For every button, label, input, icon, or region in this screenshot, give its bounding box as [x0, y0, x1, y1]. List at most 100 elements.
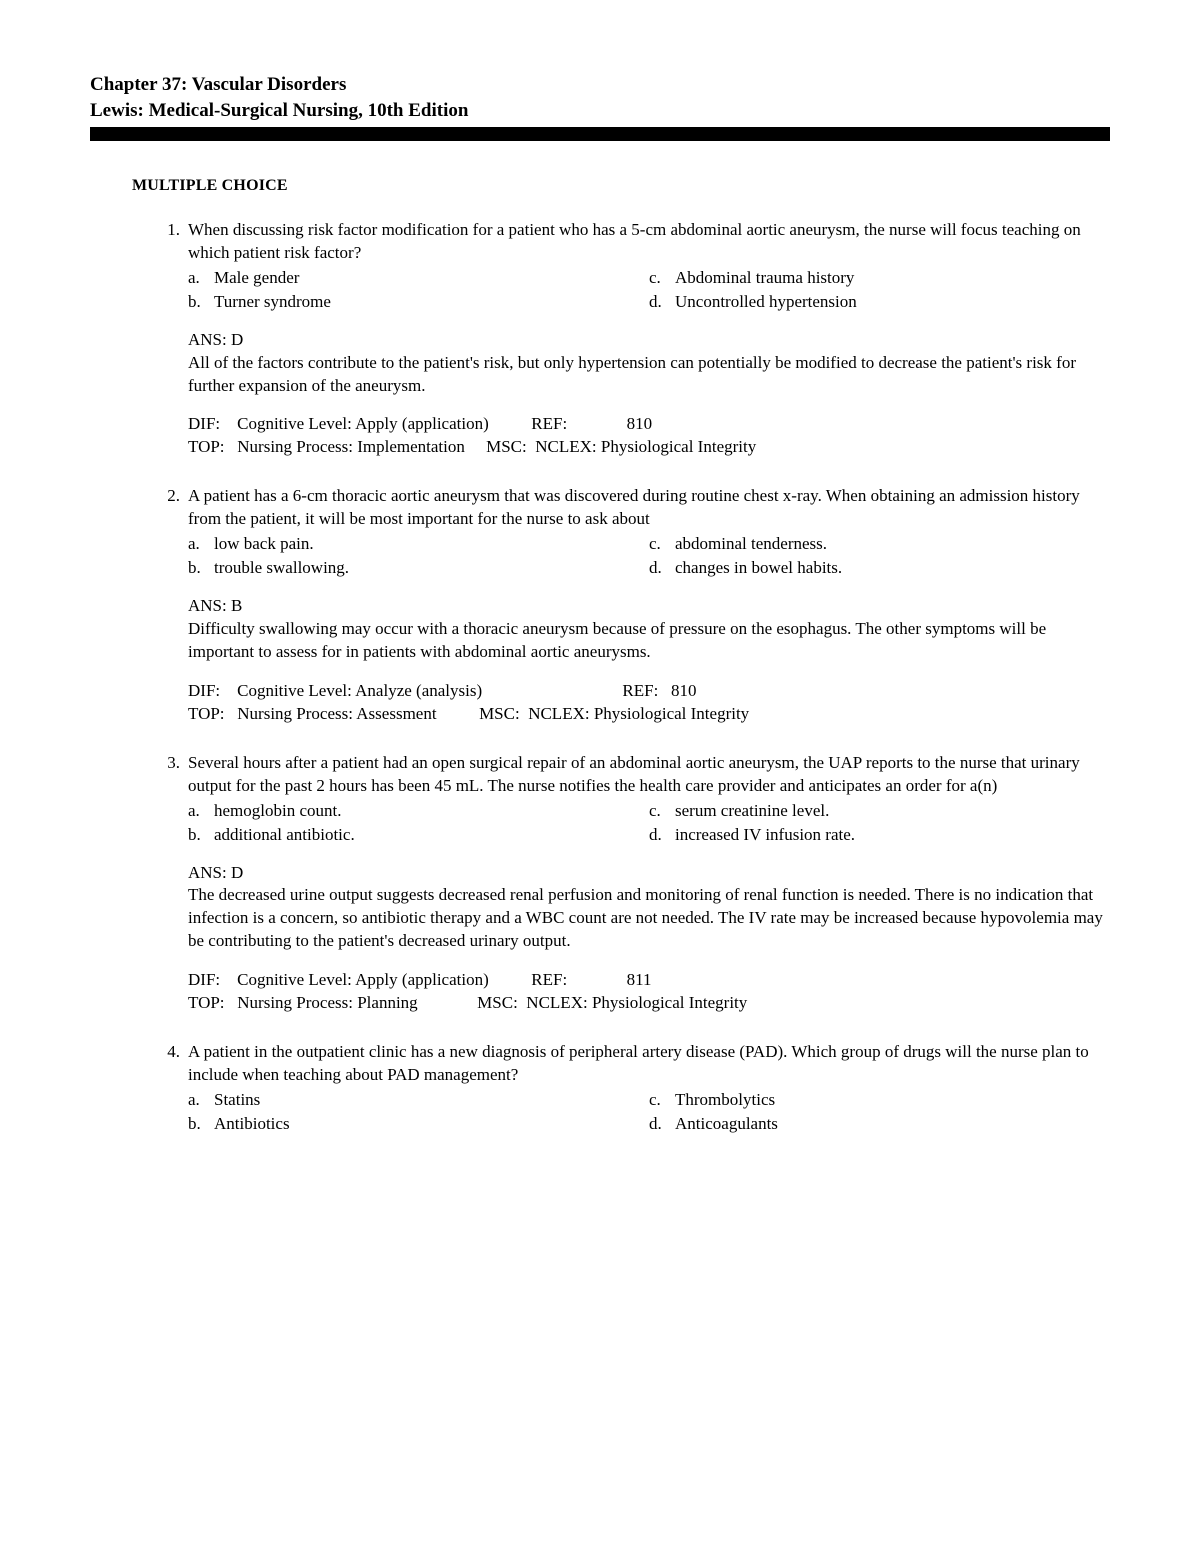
question-meta: DIF: Cognitive Level: Analyze (analysis)…: [188, 680, 1110, 726]
choice: b.additional antibiotic.: [188, 824, 649, 847]
meta-top: TOP: Nursing Process: Assessment: [188, 703, 437, 726]
question-meta: DIF: Cognitive Level: Apply (application…: [188, 413, 1110, 459]
choice-letter: d.: [649, 824, 675, 847]
question-body: A patient in the outpatient clinic has a…: [188, 1041, 1110, 1137]
choice-text: increased IV infusion rate.: [675, 824, 1110, 847]
choice: c.serum creatinine level.: [649, 800, 1110, 823]
meta-dif: DIF: Cognitive Level: Analyze (analysis): [188, 680, 482, 703]
meta-dif: DIF: Cognitive Level: Apply (application…: [188, 969, 489, 992]
question-body: Several hours after a patient had an ope…: [188, 752, 1110, 1015]
choice-letter: d.: [649, 557, 675, 580]
choice: c.Thrombolytics: [649, 1089, 1110, 1112]
chapter-title: Chapter 37: Vascular Disorders: [90, 72, 1110, 98]
choice-text: Statins: [214, 1089, 649, 1112]
choice-letter: d.: [649, 291, 675, 314]
question-stem: When discussing risk factor modification…: [188, 219, 1110, 265]
question-stem: Several hours after a patient had an ope…: [188, 752, 1110, 798]
choice-letter: a.: [188, 1089, 214, 1112]
choice-column-left: a.hemoglobin count.b.additional antibiot…: [188, 800, 649, 848]
choice-column-right: c.abdominal tenderness.d.changes in bowe…: [649, 533, 1110, 581]
question-row: 2.A patient has a 6-cm thoracic aortic a…: [160, 485, 1110, 725]
rationale: All of the factors contribute to the pat…: [188, 352, 1110, 398]
choice: c.abdominal tenderness.: [649, 533, 1110, 556]
choice-letter: a.: [188, 267, 214, 290]
choice-columns: a.hemoglobin count.b.additional antibiot…: [188, 800, 1110, 848]
answer-line: ANS: D: [188, 862, 1110, 885]
choice-text: hemoglobin count.: [214, 800, 649, 823]
choice: a.Male gender: [188, 267, 649, 290]
meta-msc: MSC: NCLEX: Physiological Integrity: [437, 703, 750, 726]
question-block: 3.Several hours after a patient had an o…: [90, 752, 1110, 1015]
meta-row: DIF: Cognitive Level: Apply (application…: [188, 969, 1110, 992]
choice: a.low back pain.: [188, 533, 649, 556]
meta-ref: REF: 810: [489, 413, 652, 436]
choice-columns: a.low back pain.b.trouble swallowing.c.a…: [188, 533, 1110, 581]
choice: b.Turner syndrome: [188, 291, 649, 314]
header-divider-bar: [90, 127, 1110, 141]
choice-letter: d.: [649, 1113, 675, 1136]
document-header: Chapter 37: Vascular Disorders Lewis: Me…: [90, 72, 1110, 123]
question-stem: A patient in the outpatient clinic has a…: [188, 1041, 1110, 1087]
meta-msc: MSC: NCLEX: Physiological Integrity: [418, 992, 748, 1015]
meta-row: TOP: Nursing Process: Planning MSC: NCLE…: [188, 992, 1110, 1015]
choice-text: Anticoagulants: [675, 1113, 1110, 1136]
choice-letter: b.: [188, 291, 214, 314]
meta-row: DIF: Cognitive Level: Apply (application…: [188, 413, 1110, 436]
choice-letter: b.: [188, 1113, 214, 1136]
choice-column-left: a.low back pain.b.trouble swallowing.: [188, 533, 649, 581]
choice-letter: c.: [649, 800, 675, 823]
choice-columns: a.Statinsb.Antibioticsc.Thrombolyticsd.A…: [188, 1089, 1110, 1137]
answer-line: ANS: B: [188, 595, 1110, 618]
choice: b.trouble swallowing.: [188, 557, 649, 580]
choice-letter: c.: [649, 1089, 675, 1112]
section-title: MULTIPLE CHOICE: [90, 175, 1110, 197]
choice-text: Uncontrolled hypertension: [675, 291, 1110, 314]
choice-column-right: c.Abdominal trauma historyd.Uncontrolled…: [649, 267, 1110, 315]
question-number: 4.: [160, 1041, 188, 1137]
choice-text: abdominal tenderness.: [675, 533, 1110, 556]
question-list: 1.When discussing risk factor modificati…: [90, 219, 1110, 1137]
choice-text: serum creatinine level.: [675, 800, 1110, 823]
question-meta: DIF: Cognitive Level: Apply (application…: [188, 969, 1110, 1015]
question-row: 1.When discussing risk factor modificati…: [160, 219, 1110, 459]
choice-column-left: a.Male genderb.Turner syndrome: [188, 267, 649, 315]
choice: d.Anticoagulants: [649, 1113, 1110, 1136]
choice-text: Antibiotics: [214, 1113, 649, 1136]
question-row: 3.Several hours after a patient had an o…: [160, 752, 1110, 1015]
question-row: 4.A patient in the outpatient clinic has…: [160, 1041, 1110, 1137]
choice: c.Abdominal trauma history: [649, 267, 1110, 290]
choice: a.hemoglobin count.: [188, 800, 649, 823]
question-number: 3.: [160, 752, 188, 1015]
meta-ref: REF: 810: [482, 680, 696, 703]
choice-text: changes in bowel habits.: [675, 557, 1110, 580]
choice-letter: a.: [188, 533, 214, 556]
rationale: Difficulty swallowing may occur with a t…: [188, 618, 1110, 664]
choice: d.changes in bowel habits.: [649, 557, 1110, 580]
meta-ref: REF: 811: [489, 969, 652, 992]
choice-letter: c.: [649, 533, 675, 556]
question-body: A patient has a 6-cm thoracic aortic ane…: [188, 485, 1110, 725]
choice: d.Uncontrolled hypertension: [649, 291, 1110, 314]
meta-row: DIF: Cognitive Level: Analyze (analysis)…: [188, 680, 1110, 703]
choice-letter: c.: [649, 267, 675, 290]
choice-text: Turner syndrome: [214, 291, 649, 314]
meta-row: TOP: Nursing Process: Implementation MSC…: [188, 436, 1110, 459]
choice-letter: b.: [188, 557, 214, 580]
question-block: 1.When discussing risk factor modificati…: [90, 219, 1110, 459]
question-number: 1.: [160, 219, 188, 459]
meta-msc: MSC: NCLEX: Physiological Integrity: [465, 436, 756, 459]
choice-text: Abdominal trauma history: [675, 267, 1110, 290]
question-block: 2.A patient has a 6-cm thoracic aortic a…: [90, 485, 1110, 725]
choice: b.Antibiotics: [188, 1113, 649, 1136]
choice-text: low back pain.: [214, 533, 649, 556]
choice-text: additional antibiotic.: [214, 824, 649, 847]
rationale: The decreased urine output suggests decr…: [188, 884, 1110, 953]
choice-text: trouble swallowing.: [214, 557, 649, 580]
choice-column-right: c.Thrombolyticsd.Anticoagulants: [649, 1089, 1110, 1137]
question-body: When discussing risk factor modification…: [188, 219, 1110, 459]
question-stem: A patient has a 6-cm thoracic aortic ane…: [188, 485, 1110, 531]
answer-line: ANS: D: [188, 329, 1110, 352]
meta-row: TOP: Nursing Process: Assessment MSC: NC…: [188, 703, 1110, 726]
question-number: 2.: [160, 485, 188, 725]
choice-letter: b.: [188, 824, 214, 847]
